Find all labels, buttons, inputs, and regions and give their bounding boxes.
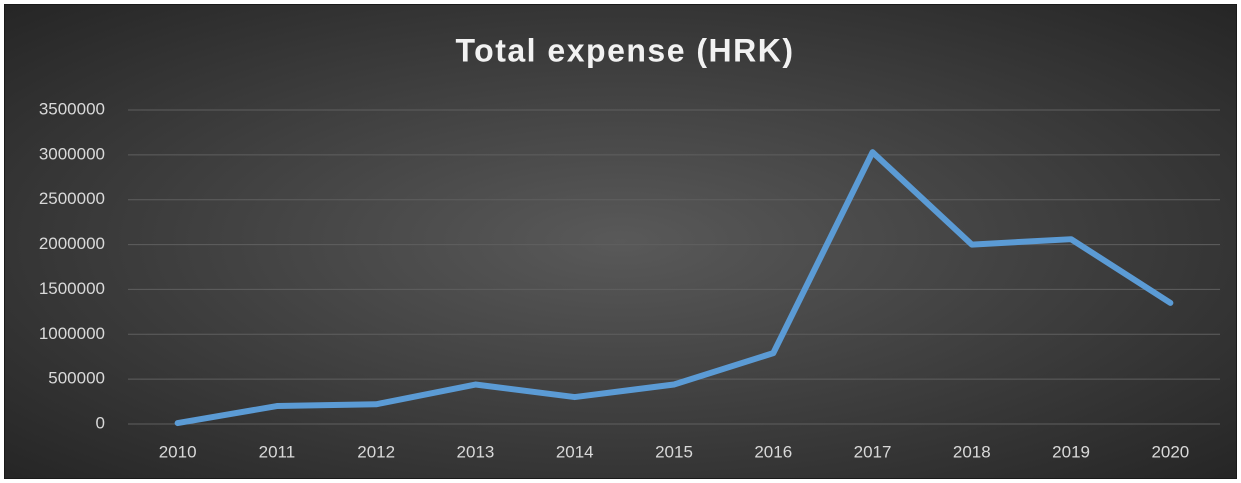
x-tick-label: 2012 [357,442,395,461]
x-tick-label: 2019 [1052,442,1090,461]
x-tick-label: 2017 [854,442,892,461]
x-tick-label: 2014 [556,442,594,461]
x-tick-label: 2010 [159,442,197,461]
y-tick-label: 3500000 [39,99,105,118]
y-tick-label: 3000000 [39,144,105,163]
x-tick-label: 2015 [655,442,693,461]
y-tick-label: 1000000 [39,324,105,343]
x-tick-label: 2018 [953,442,991,461]
y-tick-label: 2500000 [39,189,105,208]
y-tick-label: 2000000 [39,234,105,253]
x-tick-label: 2020 [1151,442,1189,461]
x-tick-label: 2016 [754,442,792,461]
line-series [174,149,1174,427]
y-tick-label: 1500000 [39,279,105,298]
chart-title: Total expense (HRK) [455,32,794,68]
x-tick-label: 2013 [457,442,495,461]
y-tick-label: 500000 [48,369,105,388]
x-tick-label: 2011 [259,442,296,461]
y-tick-label: 0 [96,413,105,432]
